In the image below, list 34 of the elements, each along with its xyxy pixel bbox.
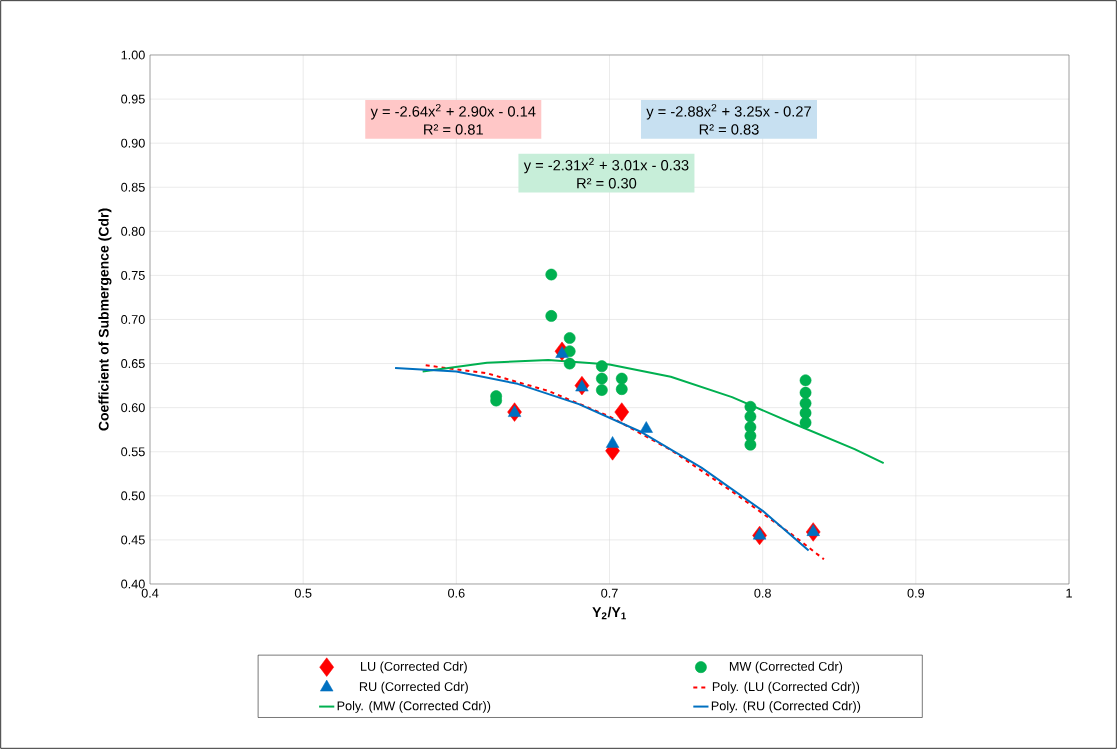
- annotation: R² = 0.83: [699, 124, 759, 135]
- legend-label: Poly. (RU (Corrected Cdr)): [711, 700, 861, 713]
- x-tick-label: 0.6: [448, 588, 465, 598]
- annotation: y = -2.64x$^{2}$ + 2.90x - 0.14: [370, 104, 536, 120]
- y-tick-label: 0.40: [121, 579, 145, 589]
- annotation: y = -2.31x$^{2}$ + 3.01x - 0.33: [523, 157, 689, 174]
- y-tick-label: 0.90: [121, 138, 145, 148]
- x-tick-label: 0.8: [754, 588, 771, 598]
- y-tick-label: 0.70: [121, 315, 145, 324]
- y-tick-label: 0.85: [121, 182, 145, 192]
- y-tick-label: 0.95: [121, 94, 145, 104]
- y-tick-label: 0.45: [121, 535, 145, 545]
- y-tick-label: 0.55: [121, 447, 145, 457]
- y-tick-label: 0.80: [121, 226, 145, 236]
- y-tick-label: 0.60: [121, 403, 145, 413]
- y-tick-label: 0.50: [121, 491, 145, 501]
- y-axis-title: Coefficient of Submergence (Cdr): [98, 208, 112, 431]
- x-axis-title: Y$_{2}$/Y$_{1}$: [592, 606, 626, 620]
- legend-label: RU (Corrected Cdr): [359, 681, 468, 694]
- legend-label: Poly. (LU (Corrected Cdr)): [712, 681, 860, 694]
- y-tick-label: 0.65: [121, 359, 145, 369]
- legend-label: LU (Corrected Cdr): [361, 661, 467, 674]
- annotation: R² = 0.81: [424, 124, 483, 135]
- x-tick-label: 1: [1066, 588, 1072, 598]
- x-tick-label: 0.7: [601, 588, 618, 598]
- annotation: y = -2.88x$^{2}$ + 3.25x - 0.27: [646, 104, 811, 120]
- x-tick-label: 0.9: [907, 588, 925, 598]
- legend-label: Poly. (MW (Corrected Cdr)): [337, 700, 491, 713]
- x-tick-label: 0.4: [141, 588, 159, 598]
- y-tick-label: 0.75: [121, 270, 145, 280]
- x-tick-label: 0.5: [294, 588, 312, 598]
- legend-label: MW (Corrected Cdr): [729, 661, 843, 674]
- annotation: R² = 0.30: [577, 178, 637, 189]
- y-tick-label: 1.00: [121, 50, 145, 60]
